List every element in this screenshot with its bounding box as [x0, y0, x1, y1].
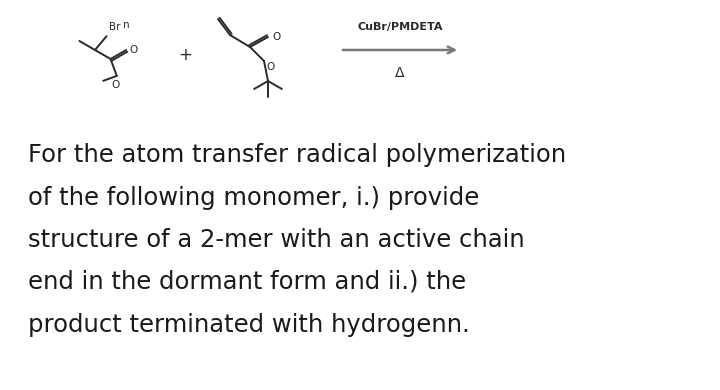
Text: +: +	[178, 46, 192, 64]
Text: O: O	[112, 80, 120, 90]
Text: of the following monomer, i.) provide: of the following monomer, i.) provide	[28, 186, 480, 210]
Text: Δ: Δ	[395, 66, 405, 80]
Text: Br: Br	[109, 22, 120, 32]
Text: structure of a 2-mer with an active chain: structure of a 2-mer with an active chai…	[28, 228, 525, 252]
Text: product terminated with hydrogenn.: product terminated with hydrogenn.	[28, 313, 469, 337]
Text: For the atom transfer radical polymerization: For the atom transfer radical polymeriza…	[28, 143, 566, 167]
Text: CuBr/PMDETA: CuBr/PMDETA	[357, 22, 443, 32]
Text: n: n	[122, 20, 129, 30]
Text: O: O	[129, 45, 138, 55]
Text: end in the dormant form and ii.) the: end in the dormant form and ii.) the	[28, 270, 466, 294]
Text: O: O	[266, 62, 274, 72]
Text: O: O	[272, 32, 280, 42]
